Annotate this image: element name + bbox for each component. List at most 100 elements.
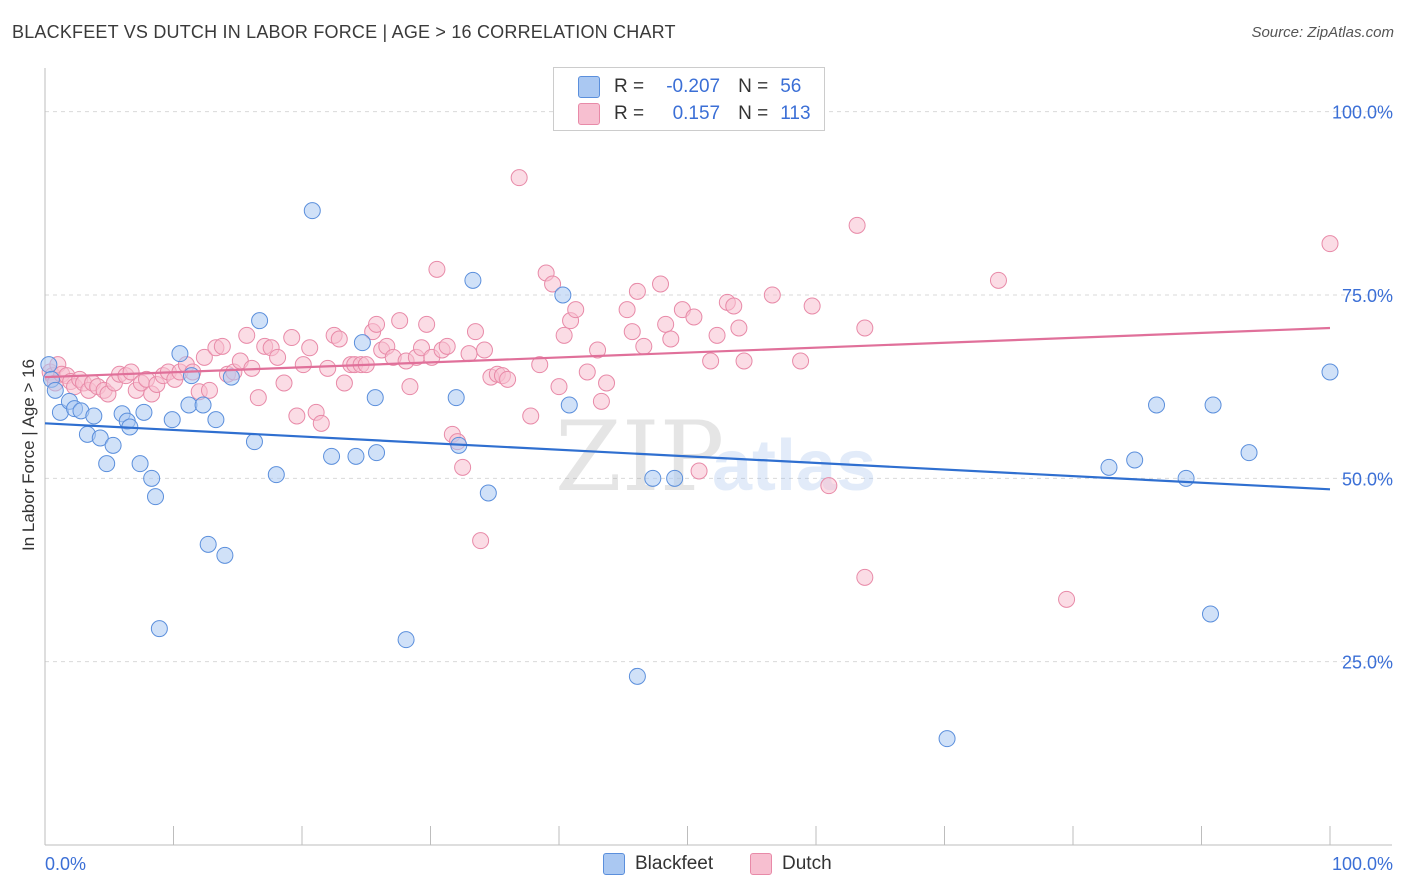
y-tick-label: 75.0%: [1342, 286, 1393, 306]
dutch-point: [294, 356, 312, 374]
dutch-point: [702, 352, 720, 370]
dutch-point: [763, 286, 781, 304]
dutch-point: [499, 370, 517, 388]
blackfeet-point: [353, 334, 371, 352]
blackfeet-point: [447, 389, 465, 407]
legend-n-value: 56: [780, 76, 802, 97]
blackfeet-point: [245, 433, 263, 451]
correlation-legend: R = -0.207 N = 56 R = 0.157 N = 113: [553, 67, 825, 131]
dutch-point: [330, 330, 348, 348]
blackfeet-point: [938, 730, 956, 748]
dutch-point: [690, 462, 708, 480]
blackfeet-point: [46, 381, 64, 399]
dutch-point: [213, 337, 231, 355]
dutch-point: [288, 407, 306, 425]
dutch-point: [238, 326, 256, 344]
dutch-point: [856, 319, 874, 337]
blackfeet-point: [104, 436, 122, 454]
dutch-point: [475, 341, 493, 359]
blackfeet-point: [1204, 396, 1222, 414]
blackfeet-trend-line: [44, 422, 1331, 491]
dutch-point: [319, 359, 337, 377]
watermark-atlas: atlas: [712, 426, 876, 506]
dutch-point: [454, 458, 472, 476]
dutch-point: [460, 345, 478, 363]
blackfeet-point: [368, 444, 386, 462]
dutch-point: [567, 301, 585, 319]
blackfeet-point: [366, 389, 384, 407]
dutch-point: [283, 329, 301, 347]
bottom-legend-blackfeet: Blackfeet: [603, 850, 713, 878]
blackfeet-point: [347, 447, 365, 465]
dutch-point: [335, 374, 353, 392]
dutch-point: [662, 330, 680, 348]
dutch-point: [391, 312, 409, 330]
dutch-point: [555, 326, 573, 344]
blackfeet-point: [150, 620, 168, 638]
dutch-point: [522, 407, 540, 425]
dutch-points: [41, 169, 1339, 608]
legend-n-label: N =: [738, 103, 769, 124]
tick-labels: 25.0% 50.0% 75.0% 100.0% 0.0% 100.0%: [45, 103, 1393, 874]
y-tick-label: 50.0%: [1342, 469, 1393, 489]
chart-title: BLACKFEET VS DUTCH IN LABOR FORCE | AGE …: [12, 22, 676, 42]
blackfeet-point: [194, 396, 212, 414]
dutch-point: [122, 363, 140, 381]
blackfeet-point: [397, 631, 415, 649]
blackfeet-point: [207, 411, 225, 429]
legend-r-value: 0.157: [672, 103, 721, 124]
x-tick-label-max: 100.0%: [1332, 854, 1393, 874]
dutch-point: [708, 326, 726, 344]
dutch-point: [312, 414, 330, 432]
blackfeet-point: [251, 312, 269, 330]
dutch-point: [820, 477, 838, 495]
blackfeet-point: [147, 488, 165, 506]
dutch-point: [735, 352, 753, 370]
dutch-point: [368, 315, 386, 333]
blackfeet-swatch: [578, 76, 600, 98]
dutch-point: [618, 301, 636, 319]
blackfeet-point: [216, 546, 234, 564]
dutch-point: [652, 275, 670, 293]
blackfeet-point: [1321, 363, 1339, 381]
blackfeet-point: [554, 286, 572, 304]
blackfeet-point: [1100, 458, 1118, 476]
blackfeet-point: [1126, 451, 1144, 469]
dutch-point: [544, 275, 562, 293]
blackfeet-point: [143, 469, 161, 487]
dutch-point: [730, 319, 748, 337]
blackfeet-point: [628, 667, 646, 685]
blackfeet-point: [91, 429, 109, 447]
legend-row-blackfeet: R = -0.207 N = 56: [578, 75, 801, 99]
blackfeet-point: [182, 367, 200, 385]
blackfeet-point: [98, 455, 116, 473]
dutch-point: [428, 260, 446, 278]
dutch-point: [589, 341, 607, 359]
y-tick-label: 25.0%: [1342, 653, 1393, 673]
blackfeet-point: [135, 403, 153, 421]
blackfeet-point: [1201, 605, 1219, 623]
legend-r-label: R =: [614, 103, 645, 124]
dutch-point: [856, 568, 874, 586]
dutch-legend-swatch: [750, 853, 772, 875]
dutch-point: [592, 392, 610, 410]
dutch-point: [438, 337, 456, 355]
blackfeet-point: [1148, 396, 1166, 414]
dutch-point: [275, 374, 293, 392]
source-label: Source: ZipAtlas.com: [1251, 24, 1394, 41]
blackfeet-point: [222, 368, 240, 386]
blackfeet-point: [464, 271, 482, 289]
blackfeet-point: [644, 469, 662, 487]
dutch-point: [269, 348, 287, 366]
blackfeet-points: [40, 202, 1339, 748]
dutch-point: [989, 271, 1007, 289]
blackfeet-point: [303, 202, 321, 220]
dutch-point: [550, 378, 568, 396]
dutch-point: [725, 297, 743, 315]
legend-row-dutch: R = 0.157 N = 113: [578, 102, 811, 126]
blackfeet-legend-swatch: [603, 853, 625, 875]
blackfeet-point: [171, 345, 189, 363]
dutch-point: [803, 297, 821, 315]
legend-n-value: 113: [780, 103, 811, 124]
y-axis-label: In Labor Force | Age > 16: [19, 359, 38, 551]
